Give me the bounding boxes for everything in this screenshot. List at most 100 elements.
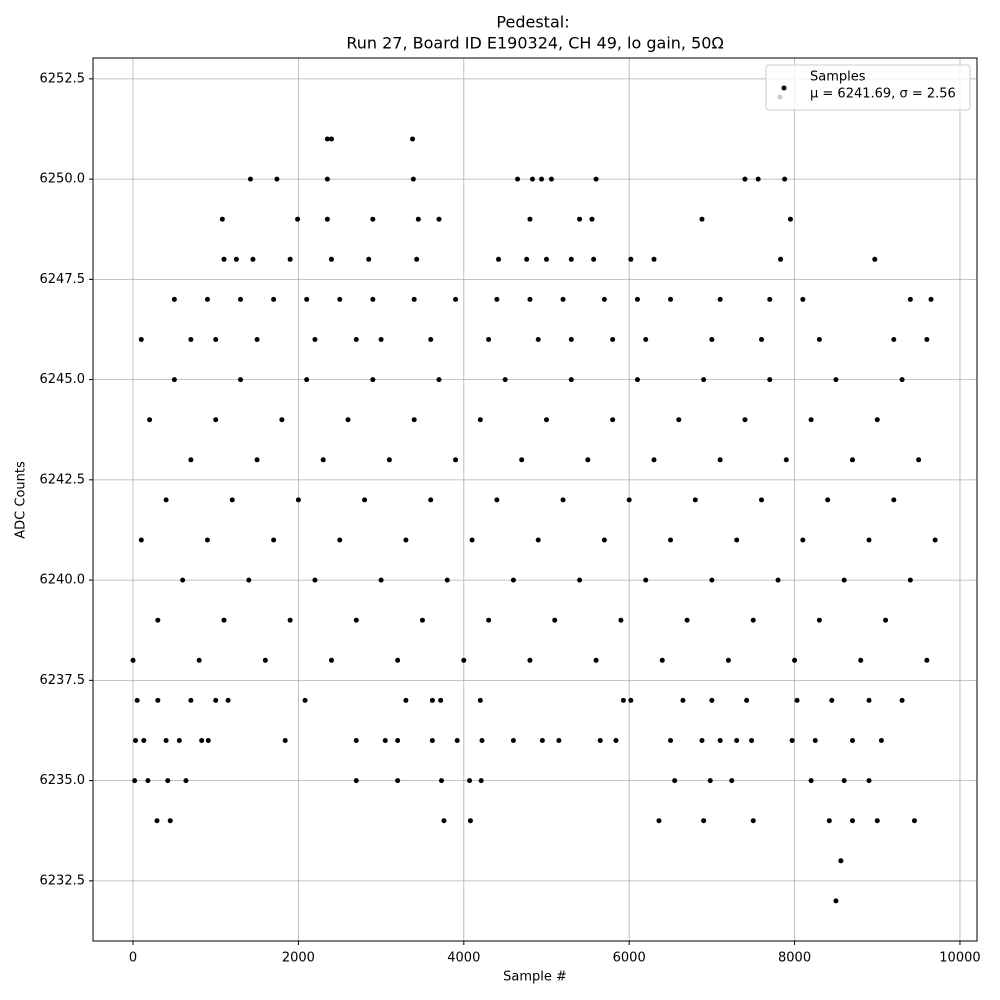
data-point — [312, 337, 318, 343]
data-point — [353, 738, 359, 744]
data-point — [568, 337, 574, 343]
data-point — [510, 738, 516, 744]
data-point — [213, 417, 219, 423]
data-point — [789, 738, 795, 744]
data-point — [872, 256, 878, 262]
y-tick-label: 6242.5 — [40, 472, 86, 487]
x-tick-label: 6000 — [613, 951, 646, 966]
data-point — [176, 738, 182, 744]
data-point — [213, 697, 219, 703]
data-point — [692, 497, 698, 503]
data-point — [403, 537, 409, 543]
data-point — [188, 697, 194, 703]
data-point — [829, 697, 835, 703]
data-point — [849, 457, 855, 463]
data-point — [204, 537, 210, 543]
data-point — [145, 778, 151, 784]
data-point — [411, 417, 417, 423]
x-tick-label: 2000 — [282, 951, 315, 966]
data-point — [171, 377, 177, 383]
data-point — [656, 818, 662, 824]
data-point — [527, 216, 533, 222]
data-point — [597, 738, 603, 744]
data-point — [529, 176, 535, 182]
data-point — [250, 256, 256, 262]
data-point — [155, 697, 161, 703]
data-point — [618, 617, 624, 623]
data-point — [477, 417, 483, 423]
data-point — [345, 417, 351, 423]
data-point — [651, 256, 657, 262]
data-point — [634, 296, 640, 302]
data-point — [907, 296, 913, 302]
data-point — [196, 657, 202, 663]
data-point — [577, 577, 583, 583]
data-point — [141, 738, 147, 744]
data-point — [271, 537, 277, 543]
data-point — [849, 738, 855, 744]
data-point — [395, 657, 401, 663]
data-point — [328, 657, 334, 663]
data-point — [593, 657, 599, 663]
data-point — [891, 337, 897, 343]
data-point — [643, 577, 649, 583]
data-point — [585, 457, 591, 463]
data-point — [138, 337, 144, 343]
data-point — [841, 577, 847, 583]
legend-label: Samples — [810, 70, 866, 85]
data-point — [744, 697, 750, 703]
data-point — [535, 337, 541, 343]
data-point — [838, 858, 844, 864]
data-point — [878, 738, 884, 744]
data-point — [659, 657, 665, 663]
data-point — [767, 296, 773, 302]
data-point — [874, 417, 880, 423]
data-point — [911, 818, 917, 824]
data-point — [378, 577, 384, 583]
data-point — [601, 537, 607, 543]
data-point — [866, 537, 872, 543]
data-point — [324, 216, 330, 222]
data-point — [353, 778, 359, 784]
data-point — [287, 256, 293, 262]
data-point — [133, 738, 139, 744]
data-point — [366, 256, 372, 262]
data-point — [254, 457, 260, 463]
x-tick-label: 10000 — [939, 951, 980, 966]
y-tick-label: 6250.0 — [40, 172, 86, 187]
data-point — [428, 337, 434, 343]
data-point — [302, 697, 308, 703]
data-point — [180, 577, 186, 583]
data-point — [453, 457, 459, 463]
data-point — [672, 778, 678, 784]
data-point — [219, 216, 225, 222]
data-point — [841, 778, 847, 784]
data-point — [188, 337, 194, 343]
data-point — [833, 898, 839, 904]
data-point — [395, 738, 401, 744]
data-point — [560, 497, 566, 503]
data-point — [395, 778, 401, 784]
data-point — [486, 617, 492, 623]
data-point — [556, 738, 562, 744]
data-point — [668, 296, 674, 302]
data-point — [167, 818, 173, 824]
data-point — [577, 216, 583, 222]
data-point — [568, 256, 574, 262]
data-point — [709, 337, 715, 343]
data-point — [411, 296, 417, 302]
data-point — [634, 377, 640, 383]
data-point — [205, 738, 211, 744]
data-point — [477, 697, 483, 703]
data-point — [750, 617, 756, 623]
y-tick-label: 6245.0 — [40, 372, 86, 387]
data-point — [826, 818, 832, 824]
data-point — [233, 256, 239, 262]
data-point — [742, 417, 748, 423]
data-point — [792, 657, 798, 663]
data-point — [370, 296, 376, 302]
data-point — [337, 296, 343, 302]
data-point — [628, 256, 634, 262]
data-point — [800, 296, 806, 302]
data-point — [467, 778, 473, 784]
